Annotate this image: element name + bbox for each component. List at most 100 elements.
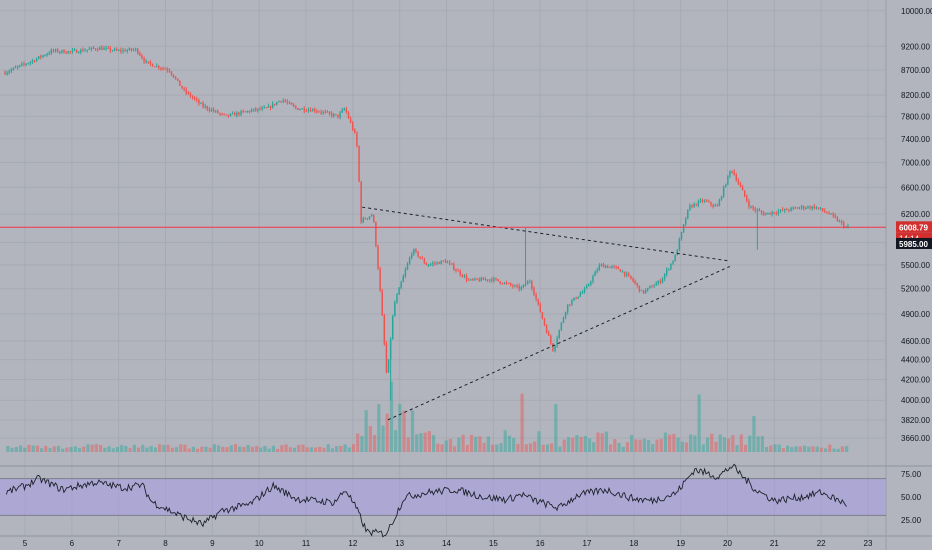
candle-body xyxy=(398,287,400,295)
candle-body xyxy=(225,114,228,116)
candle-body xyxy=(316,111,318,113)
candle-body xyxy=(444,260,447,263)
candle-body xyxy=(836,217,839,222)
volume-bar xyxy=(786,445,790,452)
candle-body xyxy=(600,264,603,266)
volume-bar xyxy=(107,446,111,452)
volume-bar xyxy=(145,447,149,452)
candle-body xyxy=(733,171,735,175)
candle-body xyxy=(48,53,50,55)
rsi-axis[interactable]: 75.00 50.00 25.00 xyxy=(901,470,922,525)
candle-body xyxy=(659,280,662,283)
price-tick-label: 5500.00 xyxy=(901,261,930,270)
volume-bar xyxy=(35,445,39,452)
volume-bar xyxy=(221,446,225,452)
candle-body xyxy=(244,111,246,113)
candle-body xyxy=(387,359,390,373)
candle-body xyxy=(282,100,284,102)
candle-body xyxy=(699,200,702,202)
volume-bar xyxy=(149,445,153,452)
candle-body xyxy=(465,275,468,280)
volume-bar xyxy=(368,426,372,452)
candle-body xyxy=(802,206,805,209)
candle-body xyxy=(790,207,792,211)
candle-body xyxy=(134,48,137,50)
candle-body xyxy=(172,74,175,78)
candle-body xyxy=(684,218,687,225)
candle-body xyxy=(815,207,818,209)
volume-bar xyxy=(790,447,794,452)
candle-body xyxy=(103,48,105,50)
candle-body xyxy=(440,260,442,264)
candle-body xyxy=(320,111,322,113)
volume-bar xyxy=(600,433,604,452)
candle-body xyxy=(588,284,590,286)
volume-bar xyxy=(431,435,436,452)
volume-bar xyxy=(693,435,697,452)
candle-body xyxy=(370,215,373,217)
candle-body xyxy=(229,113,232,117)
volume-bar xyxy=(23,447,27,452)
candle-body xyxy=(472,279,474,281)
candle-body xyxy=(655,283,657,286)
candle-body xyxy=(109,47,112,51)
candle-body xyxy=(153,66,156,68)
candle-body xyxy=(533,288,535,295)
candle-body xyxy=(516,285,518,287)
price-tick-label: 6600.00 xyxy=(901,183,930,192)
volume-bar xyxy=(815,446,819,452)
candle-body xyxy=(356,132,358,146)
volume-bar xyxy=(10,447,14,452)
rsi-band xyxy=(0,478,886,516)
volume-bar xyxy=(174,447,179,452)
candle-body xyxy=(204,106,206,108)
candle-body xyxy=(794,207,797,209)
volume-bar xyxy=(44,445,48,452)
candle-body xyxy=(248,110,251,112)
volume-bar xyxy=(115,446,120,452)
volume-bar xyxy=(769,445,773,452)
volume-bar xyxy=(204,446,208,452)
volume-bar xyxy=(625,442,630,452)
candle-body xyxy=(288,102,291,104)
volume-bar xyxy=(499,443,503,452)
candle-body xyxy=(219,113,221,115)
candle-body xyxy=(708,201,710,203)
candle-body xyxy=(368,216,371,219)
candle-body xyxy=(259,108,261,110)
candle-body xyxy=(750,206,752,208)
candle-body xyxy=(510,283,512,286)
volume-bar xyxy=(735,445,739,452)
volume-bar xyxy=(410,410,415,452)
candle-body xyxy=(164,68,166,70)
candle-body xyxy=(539,303,542,313)
volume-bar xyxy=(65,447,69,452)
candle-body xyxy=(507,283,510,285)
candle-body xyxy=(455,269,457,271)
volume-bar xyxy=(512,437,516,452)
volume-bar xyxy=(208,447,212,452)
time-tick-label: 6 xyxy=(70,539,75,548)
volume-bar xyxy=(195,448,200,452)
candle-body xyxy=(233,113,236,116)
volume-bar xyxy=(423,432,427,452)
volume-bar xyxy=(166,444,170,452)
candle-body xyxy=(710,201,712,205)
volume-bar xyxy=(297,444,301,452)
candle-body xyxy=(826,211,828,214)
candle-body xyxy=(499,281,501,284)
candle-body xyxy=(341,109,343,113)
candle-body xyxy=(299,109,301,111)
candle-body xyxy=(52,49,55,51)
time-tick-label: 21 xyxy=(770,539,779,548)
candle-body xyxy=(693,203,695,208)
candle-body xyxy=(695,203,697,206)
candle-body xyxy=(636,283,638,286)
candle-body xyxy=(54,49,57,51)
candle-body xyxy=(40,56,42,58)
candle-body xyxy=(727,175,729,185)
volume-bar xyxy=(271,445,276,452)
time-axis[interactable]: 5 6 7 8 9 10 11 12 13 14 15 16 17 18 19 20 21 22 23 xyxy=(23,539,873,548)
candle-body xyxy=(800,206,803,208)
volume-bar xyxy=(347,447,351,452)
